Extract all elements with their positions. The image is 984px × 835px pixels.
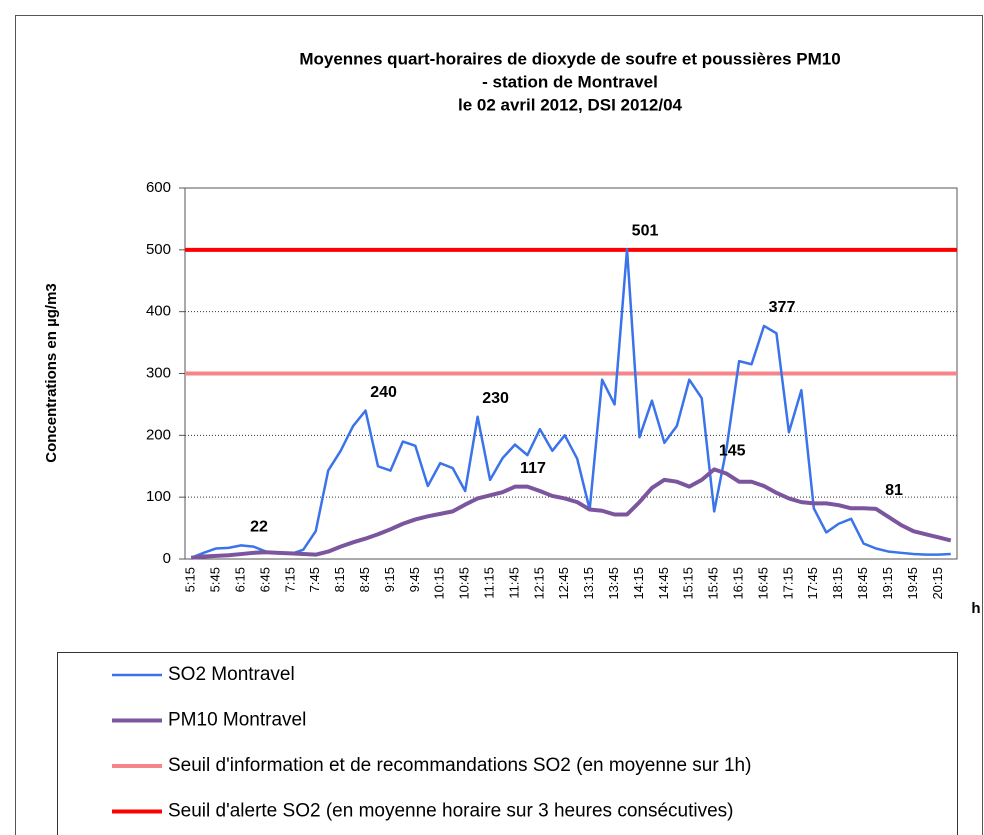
x-tick-label: 9:15 — [382, 567, 397, 592]
x-tick-label: 19:45 — [905, 567, 920, 600]
x-tick-label: 7:45 — [307, 567, 322, 592]
y-axis-label: Concentrations en µg/m3 — [43, 283, 60, 463]
y-tick-label: 100 — [146, 488, 171, 505]
data-label: 117 — [520, 460, 546, 477]
x-tick-label: 13:45 — [606, 567, 621, 600]
x-tick-label: 13:15 — [581, 567, 596, 600]
y-tick-label: 400 — [146, 303, 171, 320]
chart-title: Moyennes quart-horaires de dioxyde de so… — [299, 49, 840, 68]
data-label: 81 — [885, 482, 903, 499]
y-tick-label: 200 — [146, 426, 171, 443]
x-tick-label: 17:15 — [780, 567, 795, 600]
data-label: 501 — [632, 222, 659, 239]
x-tick-label: 7:15 — [282, 567, 297, 592]
x-tick-label: 15:15 — [681, 567, 696, 600]
x-tick-label: 18:45 — [855, 567, 870, 600]
x-tick-label: 10:45 — [457, 567, 472, 600]
y-tick-label: 500 — [146, 241, 171, 258]
legend-label: Seuil d'information et de recommandation… — [168, 755, 751, 776]
chart-title: le 02 avril 2012, DSI 2012/04 — [458, 95, 683, 114]
x-tick-label: 9:45 — [407, 567, 422, 592]
y-tick-label: 600 — [146, 179, 171, 196]
series-line — [190, 247, 951, 559]
data-label: 240 — [370, 384, 397, 401]
data-label: 22 — [250, 519, 268, 536]
x-tick-label: 10:15 — [432, 567, 447, 600]
legend-box — [57, 652, 958, 835]
data-label: 377 — [769, 299, 796, 316]
legend-label: Seuil d'alerte SO2 (en moyenne horaire s… — [168, 801, 733, 822]
legend-label: PM10 Montravel — [168, 710, 306, 731]
x-tick-label: 6:15 — [232, 567, 247, 592]
y-tick-label: 0 — [163, 550, 171, 567]
legend-label: SO2 Montravel — [168, 664, 295, 685]
x-tick-label: 8:45 — [357, 567, 372, 592]
data-label: 230 — [482, 390, 509, 407]
x-tick-label: 14:45 — [656, 567, 671, 600]
x-tick-label: 6:45 — [257, 567, 272, 592]
chart-title: - station de Montravel — [482, 72, 658, 91]
x-tick-label: 5:15 — [183, 567, 198, 592]
x-tick-label: 16:15 — [731, 567, 746, 600]
x-tick-label: 5:45 — [208, 567, 223, 592]
x-tick-label: 18:15 — [830, 567, 845, 600]
x-tick-label: 17:45 — [805, 567, 820, 600]
x-tick-label: 11:15 — [482, 567, 497, 599]
x-tick-label: 12:45 — [556, 567, 571, 600]
x-tick-label: 20:15 — [930, 567, 945, 600]
x-tick-label: 8:15 — [332, 567, 347, 592]
x-tick-label: 11:45 — [506, 567, 521, 599]
series-line — [191, 467, 952, 560]
x-axis-label: h — [971, 600, 980, 617]
x-tick-label: 12:15 — [531, 567, 546, 600]
x-tick-label: 16:45 — [755, 567, 770, 600]
y-tick-label: 300 — [146, 364, 171, 381]
x-tick-label: 15:45 — [706, 567, 721, 600]
data-label: 145 — [719, 443, 746, 460]
x-tick-label: 19:15 — [880, 567, 895, 600]
x-tick-label: 14:15 — [631, 567, 646, 600]
